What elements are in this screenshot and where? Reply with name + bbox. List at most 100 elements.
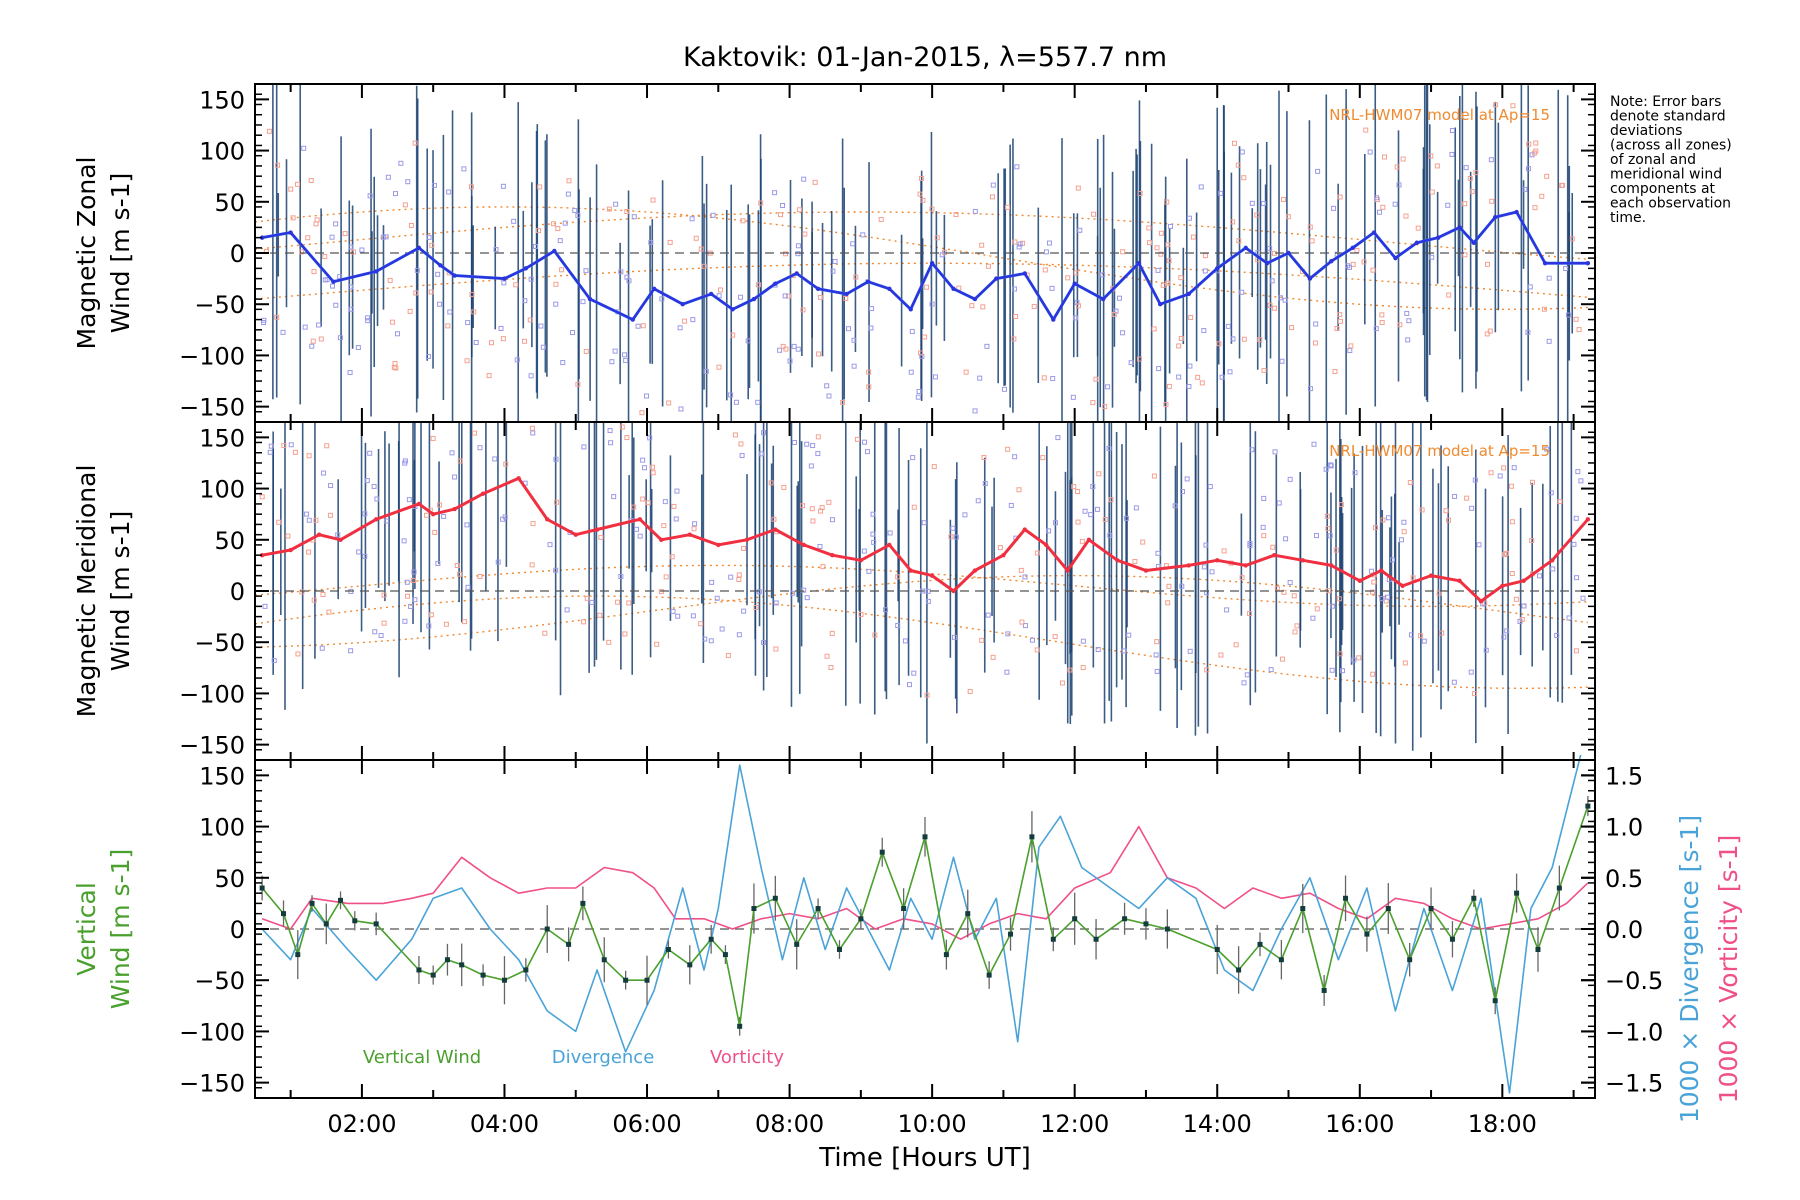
observation-point [618,573,624,579]
observation-point [934,235,940,241]
observation-point [1336,596,1342,602]
observation-point [1137,356,1143,362]
observation-point [1014,164,1020,170]
observation-point [337,335,343,341]
observation-point [990,182,996,188]
observation-point [1575,469,1581,475]
observation-point [477,445,483,451]
observation-point [1176,343,1182,349]
x-tick-label: 04:00 [470,1110,539,1138]
observation-point [321,470,327,476]
observation-point [333,302,339,308]
observation-point [1001,386,1007,392]
observation-point [1377,209,1383,215]
observation-point [1382,154,1388,160]
observation-point [1370,267,1376,273]
observation-point [355,345,361,351]
observation-point [1396,182,1402,188]
observation-point [404,579,410,585]
observation-point [1239,575,1245,581]
observation-point [1313,321,1319,327]
observation-point [830,268,836,274]
observation-point [1186,215,1192,221]
x-axis-ticks [289,84,1575,422]
observation-point [477,573,483,579]
vertical-wind-point [1257,941,1263,947]
zonal-wind-line-shadow [261,210,1588,322]
observation-point [1199,380,1205,386]
observation-point [1513,596,1519,602]
meridional-wind-point [858,558,864,563]
observation-point [1117,295,1123,301]
observation-point [1310,615,1316,621]
observation-point [1201,564,1207,570]
observation-point [311,269,317,275]
observation-point [1338,318,1344,324]
vertical-wind-point [601,957,607,963]
observation-point [931,464,937,470]
observation-point [589,599,595,605]
meridional-wind-point [1143,568,1149,573]
observation-point [1339,668,1345,674]
observation-point [1188,314,1194,320]
observation-point [866,369,872,375]
y-axis-zonal: −150 −100 −50 0 50 100 150 [179,86,1595,422]
observation-point [1439,630,1445,636]
observation-point [608,440,614,446]
observation-point [606,206,612,212]
observation-point [997,545,1003,551]
observation-point [1184,476,1190,482]
vertical-wind-point [901,906,907,912]
x-tick-label: 10:00 [898,1110,967,1138]
observation-point [1067,667,1073,673]
observation-point [918,350,924,356]
observation-point [570,330,576,336]
observation-point [631,214,637,220]
vertical-wind-point [1428,906,1434,912]
zonal-wind-point [1371,230,1377,235]
observation-point [1239,149,1245,155]
observation-point [308,178,314,184]
observation-point [1327,533,1333,539]
vertical-wind-point [644,977,650,983]
vertical-wind-point [772,895,778,901]
observation-point [285,533,291,539]
observation-point [410,577,416,583]
observation-point [1049,285,1055,291]
observation-point [555,226,561,232]
y2-tick-label: 1.0 [1605,814,1643,842]
y-tick-label: 100 [199,476,245,504]
observation-point [785,293,791,299]
observation-point [1559,182,1565,188]
observation-point [486,373,492,379]
observation-point [1546,338,1552,344]
observation-point [364,478,370,484]
note-line: meridional wind [1610,167,1722,183]
observation-point [426,623,432,629]
zonal-wind-point [929,261,935,266]
observation-point [1105,384,1111,390]
observation-point [1019,619,1025,625]
observation-point [645,500,651,506]
observation-point [381,620,387,626]
observation-point [717,287,723,293]
meridional-wind-point [430,511,436,517]
vertical-wind-point [1236,967,1242,973]
observation-point [572,207,578,213]
observation-point [1529,479,1535,485]
observation-point [430,435,436,441]
observation-point [1270,544,1276,550]
observation-point [1332,368,1338,374]
observation-point [581,444,587,450]
observation-point [1176,374,1182,380]
observation-point [302,324,308,330]
observation-point [1473,170,1479,176]
observation-point [598,534,604,540]
observation-point [1012,239,1018,245]
meridional-wind-point [716,542,721,548]
observation-point [1102,404,1108,410]
observation-point [262,603,268,609]
observation-point [669,554,675,560]
observation-point [809,506,815,512]
observation-point [383,234,389,240]
